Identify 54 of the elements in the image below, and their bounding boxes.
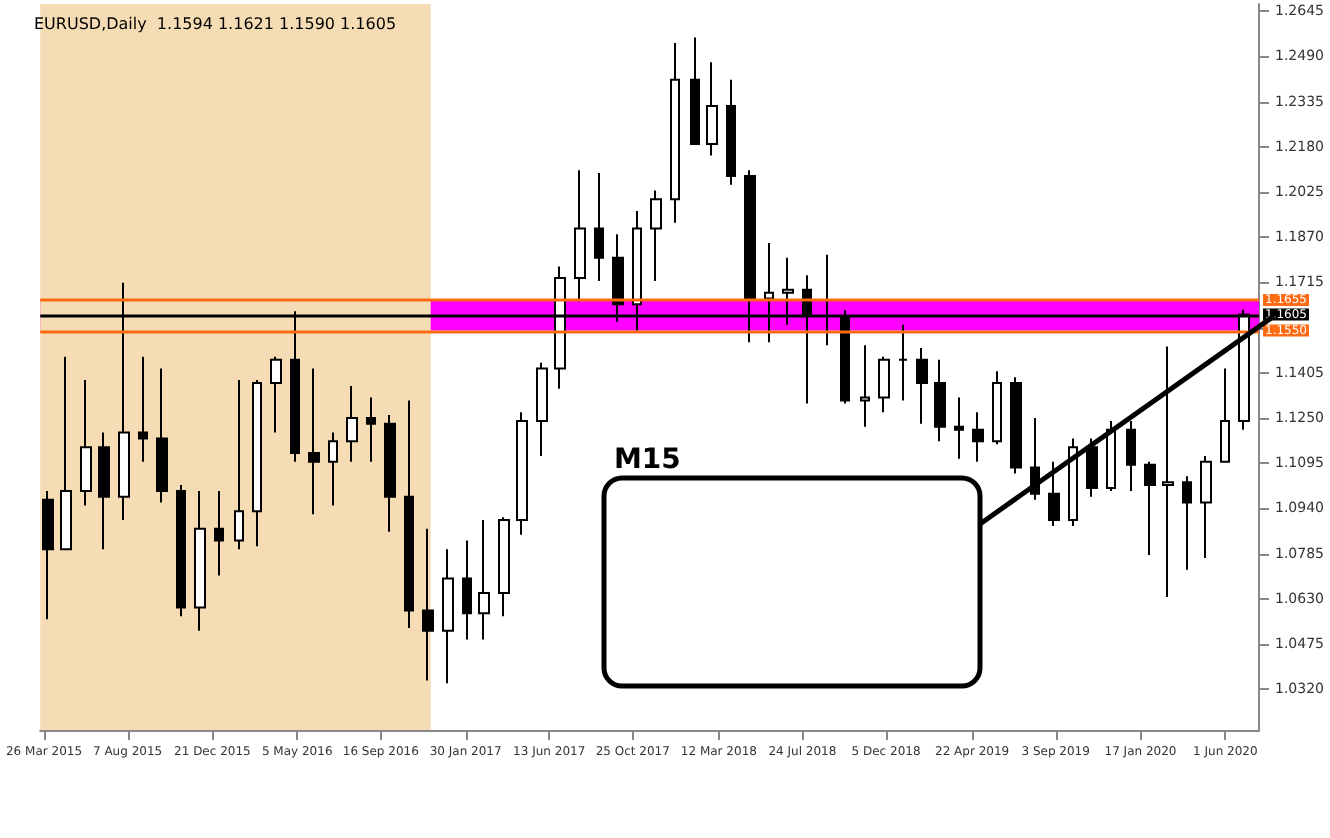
- candlestick: [404, 399, 414, 629]
- candlestick: [1030, 417, 1040, 501]
- candlestick: [156, 367, 168, 504]
- candlestick: [442, 548, 454, 685]
- candlestick: [1126, 419, 1136, 492]
- candlestick: [98, 431, 110, 551]
- candlestick: [384, 414, 396, 533]
- candlestick: [60, 355, 72, 551]
- candlestick: [1010, 376, 1022, 475]
- candlestick: [1200, 454, 1212, 559]
- candlestick: [1068, 437, 1078, 527]
- candlestick: [308, 367, 320, 516]
- candlestick: [726, 78, 736, 186]
- candlestick: [478, 519, 490, 641]
- candlestick: [954, 396, 964, 460]
- candlestick: [690, 36, 700, 145]
- text: EURUSD,Daily 1.1594 1.1621 1.1590 1.1605: [34, 15, 397, 33]
- candlestick: [650, 189, 662, 282]
- annotation: M15: [614, 444, 681, 476]
- candlestick: [194, 489, 206, 632]
- candlestick: [138, 355, 148, 463]
- candlestick: [252, 379, 262, 548]
- candlestick: [346, 384, 358, 463]
- candlestick: [366, 396, 376, 463]
- candlestick: [878, 355, 890, 414]
- candlestick: [80, 379, 92, 507]
- candlestick: [992, 370, 1002, 446]
- candlestick: [1106, 419, 1116, 492]
- candlestick: [234, 379, 244, 551]
- candlestick: [706, 61, 718, 157]
- candlestick: [422, 527, 434, 682]
- candlestick: [972, 411, 984, 463]
- candlestick: [670, 42, 680, 224]
- candlestick: [898, 323, 908, 402]
- candlestick: [1086, 437, 1098, 498]
- candlestick: [328, 431, 338, 507]
- candlestick: [1182, 475, 1192, 571]
- candlestick: [916, 347, 928, 425]
- candlestick: [1144, 460, 1156, 557]
- candlestick: [214, 489, 224, 577]
- candlestick: [1162, 345, 1174, 599]
- candlestick: [934, 358, 946, 443]
- candlestick: [176, 484, 186, 618]
- candlestick: [42, 489, 54, 621]
- candlestick: [516, 411, 528, 536]
- candlestick: [860, 344, 870, 428]
- candlestick: [1220, 367, 1230, 463]
- candlestick: [1048, 460, 1060, 527]
- candlestick: [574, 169, 586, 303]
- candlestick: [462, 539, 472, 641]
- candlestick: [270, 355, 282, 434]
- candlestick: [536, 361, 548, 457]
- candlestick: [594, 172, 604, 282]
- candlestick: [498, 516, 510, 618]
